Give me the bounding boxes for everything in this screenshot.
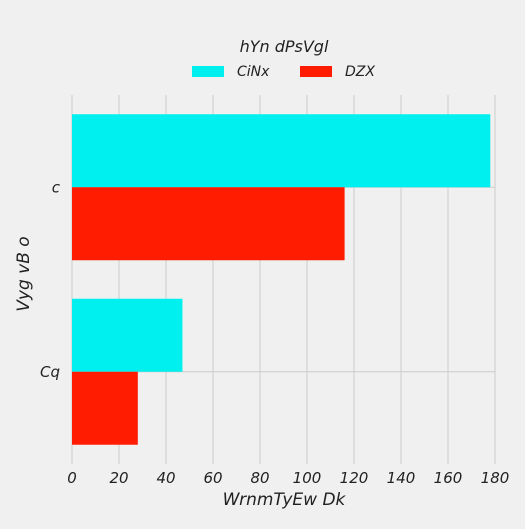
x-tick-label: 60 [203, 469, 222, 487]
legend-label-dzx: DZX [345, 64, 375, 80]
legend: hYn dPsVgl CiNx DZX [192, 37, 375, 80]
bar-dzx-c [72, 187, 345, 261]
x-tick-label: 0 [67, 469, 77, 487]
y-tick-label: c [52, 178, 61, 196]
x-tick-label: 80 [250, 469, 269, 487]
bar-dzx-cq [72, 371, 138, 445]
x-tick-label: 20 [109, 469, 128, 487]
x-tick-labels: 0 20 40 60 80 100 120 140 160 180 [67, 469, 509, 487]
bars [72, 114, 491, 445]
x-tick-label: 100 [293, 469, 322, 487]
x-tick-label: 120 [340, 469, 369, 487]
y-tick-label: Cq [40, 363, 60, 381]
legend-swatch-cinx [192, 66, 224, 77]
bar-cinx-cq [72, 298, 183, 372]
y-axis-label: Vyg vB o [14, 236, 34, 311]
x-tick-label: 140 [387, 469, 416, 487]
legend-title: hYn dPsVgl [240, 37, 329, 56]
x-tick-label: 180 [481, 469, 510, 487]
legend-swatch-dzx [300, 66, 332, 77]
bar-cinx-c [72, 114, 491, 188]
x-tick-label: 40 [156, 469, 175, 487]
x-tick-label: 160 [434, 469, 463, 487]
legend-label-cinx: CiNx [237, 64, 270, 80]
x-axis-label: WrnmTyEw Dk [223, 490, 347, 510]
y-tick-labels: c Cq [40, 178, 61, 381]
